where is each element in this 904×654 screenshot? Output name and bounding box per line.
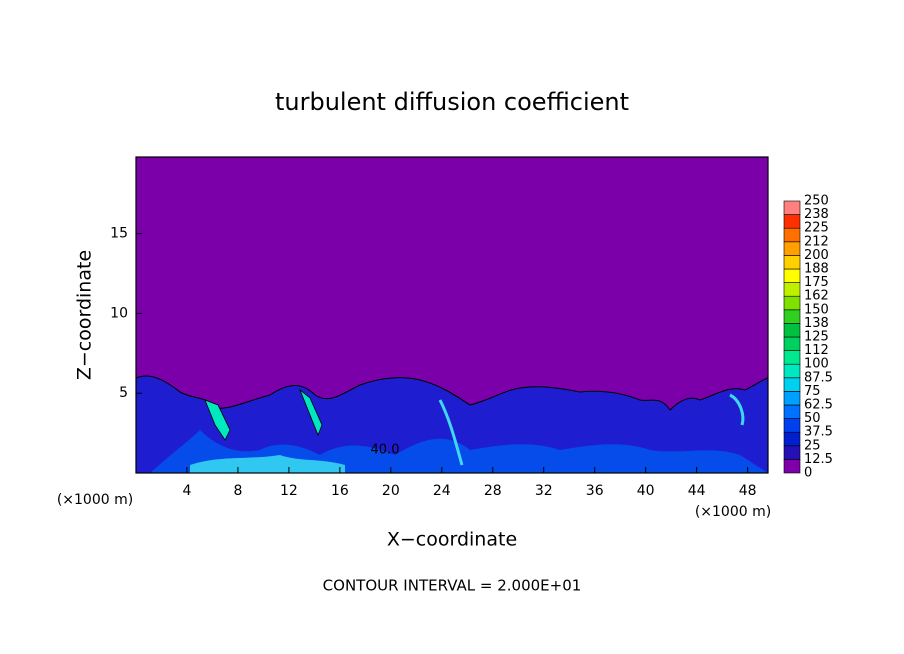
colorbar-label: 250 — [804, 194, 829, 209]
x-tick-label: 8 — [233, 483, 242, 499]
footer-note: CONTOUR INTERVAL = 2.000E+01 — [323, 577, 582, 595]
colorbar-label: 112 — [804, 343, 829, 358]
x-tick-label: 44 — [688, 483, 706, 499]
turbulent-field — [135, 375, 769, 474]
colorbar-label: 87.5 — [804, 370, 833, 385]
colorbar-segment — [783, 350, 801, 365]
colorbar-segment — [783, 336, 801, 351]
colorbar-label: 12.5 — [804, 452, 833, 467]
colorbar-label: 37.5 — [804, 425, 833, 440]
x-tick-label: 48 — [739, 483, 757, 499]
y-axis-label: Z−coordinate — [74, 250, 96, 380]
colorbar-label: 150 — [804, 302, 829, 317]
colorbar-segment — [783, 459, 801, 474]
colorbar-segment — [783, 200, 801, 215]
y-tick-label: 10 — [110, 305, 128, 321]
colorbar-label: 25 — [804, 438, 821, 453]
colorbar-segment — [783, 363, 801, 379]
colorbar-segment — [783, 227, 801, 243]
colorbar-label: 162 — [804, 289, 829, 304]
colorbar-label: 238 — [804, 207, 829, 222]
colorbar-label: 212 — [804, 234, 829, 249]
colorbar-segment — [783, 418, 801, 433]
x-tick-label: 20 — [382, 483, 400, 499]
x-tick-label: 4 — [183, 483, 192, 499]
colorbar-label: 175 — [804, 275, 829, 290]
colorbar-segment — [783, 391, 801, 406]
y-tick-label: 5 — [119, 385, 128, 401]
x-tick-label: 36 — [586, 483, 604, 499]
contour-label: 40.0 — [371, 443, 400, 458]
x-tick-label: 40 — [637, 483, 655, 499]
x-tick-label: 32 — [535, 483, 553, 499]
plot-frame — [135, 156, 769, 474]
x-tick-label: 16 — [331, 483, 349, 499]
colorbar-segment — [783, 214, 801, 229]
colorbar-label: 0 — [804, 466, 812, 481]
colorbar-label: 138 — [804, 316, 829, 331]
colorbar-segment — [783, 282, 801, 297]
colorbar-label: 125 — [804, 330, 829, 345]
colorbar-segment — [783, 255, 801, 270]
colorbar-segment — [783, 377, 801, 392]
colorbar-label: 75 — [804, 384, 821, 399]
x-axis-label: X−coordinate — [387, 529, 517, 551]
colorbar-segment — [783, 445, 801, 460]
colorbar-label: 225 — [804, 221, 829, 236]
chart-title: turbulent diffusion coefficient — [275, 88, 629, 116]
colorbar-label: 62.5 — [804, 398, 833, 413]
colorbar-segment — [783, 295, 801, 311]
y-tick-label: 15 — [110, 226, 128, 242]
colorbar-label: 200 — [804, 248, 829, 263]
colorbar-segment — [783, 268, 801, 283]
colorbar-label: 188 — [804, 262, 829, 277]
x-unit-label: (×1000 m) — [57, 492, 133, 508]
x-tick-label: 24 — [433, 483, 451, 499]
colorbar-segment — [783, 323, 801, 338]
x-unit-label: (×1000 m) — [695, 504, 771, 520]
colorbar-segment — [783, 404, 801, 419]
colorbar-segment — [783, 241, 801, 256]
colorbar-label: 100 — [804, 357, 829, 372]
colorbar-segment — [783, 309, 801, 324]
x-tick-label: 28 — [484, 483, 502, 499]
colorbar-segment — [783, 431, 801, 447]
colorbar-label: 50 — [804, 411, 821, 426]
x-tick-label: 12 — [280, 483, 298, 499]
